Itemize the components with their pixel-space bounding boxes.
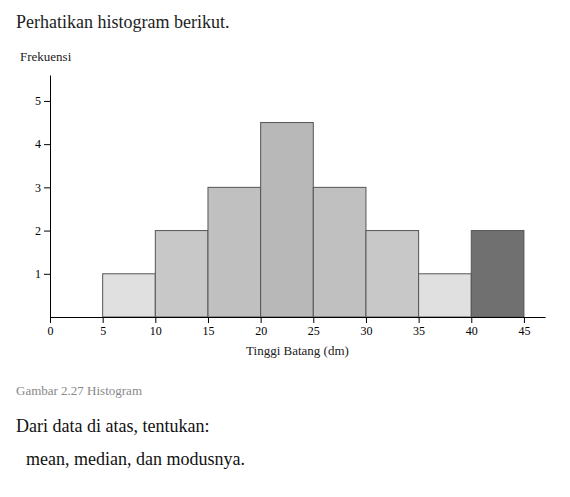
- x-tick-mark: [419, 317, 420, 323]
- x-tick: 40: [466, 317, 478, 338]
- y-tick: 3: [35, 181, 50, 195]
- x-tick: 10: [150, 317, 162, 338]
- x-tick-mark: [524, 317, 525, 323]
- x-tick: 25: [308, 317, 320, 338]
- x-tick-label: 35: [413, 324, 425, 338]
- x-axis-line: [51, 317, 546, 318]
- x-tick: 30: [360, 317, 372, 338]
- bar: [366, 231, 419, 317]
- x-tick: 15: [202, 317, 214, 338]
- y-tick-mark: [44, 274, 50, 275]
- bar: [471, 231, 524, 317]
- x-tick-mark: [103, 317, 104, 323]
- x-tick: 45: [518, 317, 530, 338]
- annotation: Dari data di atas, tentukan:: [16, 416, 209, 436]
- x-tick: 5: [100, 317, 106, 338]
- x-tick-label: 45: [518, 324, 530, 338]
- y-axis-label: Frekuensi: [20, 49, 72, 64]
- x-tick-label: 5: [100, 324, 106, 338]
- x-tick-label: 20: [255, 324, 267, 338]
- y-tick: 5: [35, 94, 50, 108]
- x-axis: 0 5 10 15 20 25 30 35 40 45: [48, 317, 546, 338]
- bar: [208, 187, 261, 317]
- bar: [155, 231, 208, 317]
- x-tick-mark: [50, 317, 51, 323]
- x-tick-label: 40: [466, 324, 478, 338]
- x-tick-mark: [471, 317, 472, 323]
- y-tick-label: 4: [35, 137, 41, 151]
- y-tick-label: 2: [35, 224, 41, 238]
- chart: Perhatikan histogram berikut.05101520253…: [0, 0, 570, 497]
- annotation: Gambar 2.27 Histogram: [16, 383, 142, 398]
- y-tick-mark: [44, 101, 50, 102]
- y-tick: 2: [35, 224, 50, 238]
- bar: [261, 123, 314, 317]
- title: Perhatikan histogram berikut.: [16, 12, 229, 32]
- x-tick-label: 0: [48, 324, 54, 338]
- x-tick-label: 15: [202, 324, 214, 338]
- bar: [313, 187, 366, 317]
- y-tick-mark: [44, 144, 50, 145]
- y-tick-label: 1: [35, 267, 41, 281]
- y-tick-mark: [44, 231, 50, 232]
- x-tick: 20: [255, 317, 267, 338]
- x-axis-label: Tinggi Batang (dm): [246, 343, 349, 358]
- y-tick-mark: [44, 187, 50, 188]
- x-tick-mark: [366, 317, 367, 323]
- x-tick-label: 10: [150, 324, 162, 338]
- x-tick-label: 30: [360, 324, 372, 338]
- x-tick: 35: [413, 317, 425, 338]
- bars: [103, 123, 524, 317]
- y-axis: 1 2 3 4 5: [35, 76, 51, 318]
- plot: 05101520253035404512345Tinggi Batang (dm…: [20, 49, 546, 358]
- x-tick: 0: [48, 317, 54, 338]
- x-tick-mark: [208, 317, 209, 323]
- bar: [419, 274, 472, 317]
- bar: [103, 274, 156, 317]
- x-tick-mark: [261, 317, 262, 323]
- x-tick-mark: [313, 317, 314, 323]
- y-axis-line: [50, 76, 51, 318]
- y-tick: 1: [35, 267, 50, 281]
- y-tick-label: 3: [35, 181, 41, 195]
- y-tick-label: 5: [35, 94, 41, 108]
- x-tick-mark: [155, 317, 156, 323]
- y-tick: 4: [35, 137, 50, 151]
- x-tick-label: 25: [308, 324, 320, 338]
- annotation: mean, median, dan modusnya.: [26, 449, 245, 469]
